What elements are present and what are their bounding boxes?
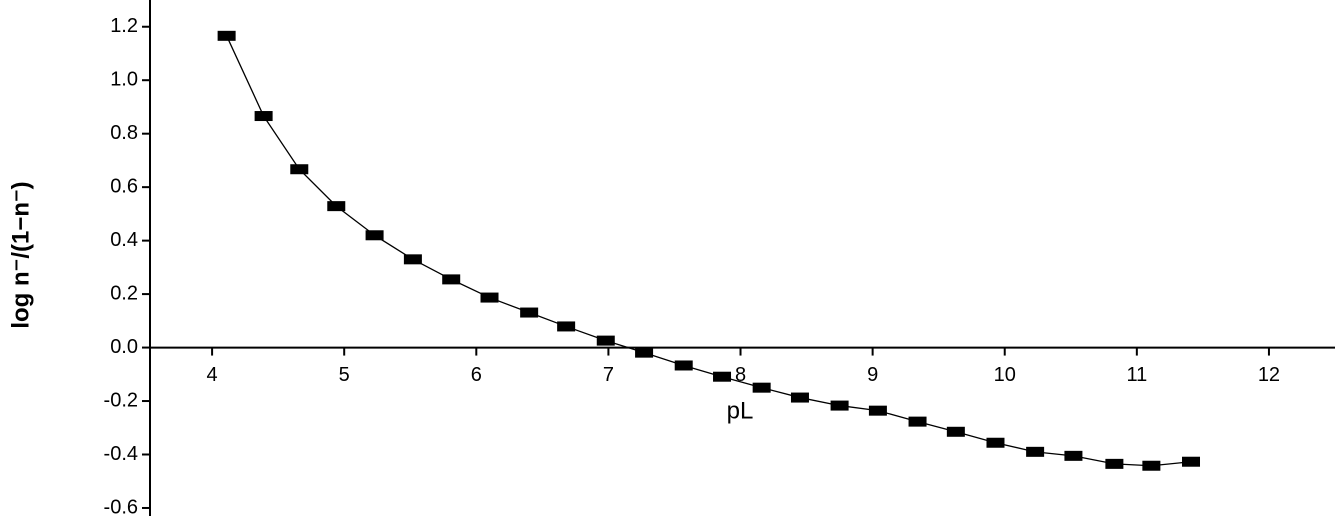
data-point [908, 416, 927, 427]
data-point [674, 360, 693, 371]
data-point [1064, 450, 1083, 461]
data-line [226, 35, 1192, 467]
data-point [1142, 460, 1161, 471]
y-tick-label: 0.4 [110, 229, 138, 251]
y-tick-label: -0.6 [104, 496, 138, 518]
data-point [365, 230, 384, 241]
data-point [752, 382, 771, 393]
x-axis-label: pL [727, 397, 754, 424]
x-tick-label: 6 [471, 364, 482, 386]
y-tick-label: 1.0 [110, 68, 138, 90]
x-tick-label: 7 [603, 364, 614, 386]
y-axis-label: log n⁻/(1−n⁻) [7, 181, 34, 328]
data-point [946, 426, 965, 437]
data-point [635, 347, 654, 358]
data-point [790, 392, 809, 403]
data-point [1182, 456, 1201, 467]
data-point [868, 405, 887, 416]
data-point [1026, 446, 1045, 457]
x-tick-label: 9 [867, 364, 878, 386]
y-tick-label: 0.0 [110, 336, 138, 358]
data-point [1105, 458, 1124, 469]
data-point [290, 164, 309, 175]
y-tick-label: 0.2 [110, 282, 138, 304]
x-tick-label: 4 [207, 364, 218, 386]
data-point [830, 400, 849, 411]
data-point [596, 335, 615, 346]
data-point [217, 30, 236, 41]
data-point [254, 111, 273, 122]
data-point [327, 201, 346, 212]
data-point [480, 292, 499, 303]
y-tick-label: 1.2 [110, 15, 138, 37]
data-point [986, 437, 1005, 448]
data-point [557, 321, 576, 332]
y-tick-label: 0.6 [110, 175, 138, 197]
data-point [442, 274, 461, 285]
y-tick-label: 0.8 [110, 122, 138, 144]
data-point [520, 307, 539, 318]
x-tick-label: 11 [1126, 364, 1147, 386]
y-tick-label: -0.4 [104, 443, 138, 465]
data-point [713, 371, 732, 382]
y-tick-label: -0.2 [104, 389, 138, 411]
x-tick-label: 12 [1258, 364, 1280, 386]
x-tick-label: 5 [339, 364, 350, 386]
data-point [403, 254, 422, 265]
x-tick-label: 10 [994, 364, 1016, 386]
x-tick-label: 8 [735, 364, 746, 386]
